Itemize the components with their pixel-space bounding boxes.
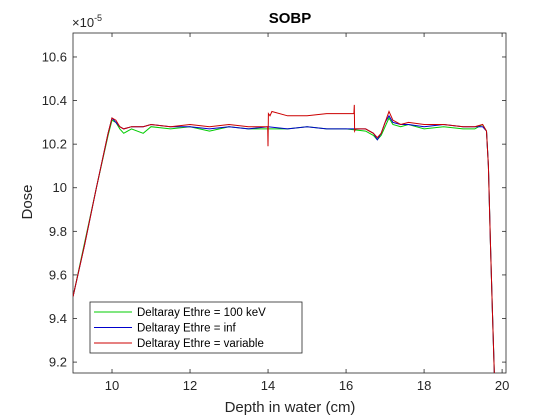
y-tick-label: 10.6 — [42, 49, 67, 64]
x-tick-label: 20 — [495, 378, 509, 393]
y-tick-label: 9.6 — [49, 267, 67, 282]
y-axis-label: Dose — [19, 184, 36, 219]
y-tick-label: 9.8 — [49, 224, 67, 239]
y-exponent-base: ×10 — [72, 15, 94, 30]
x-tick-label: 18 — [417, 378, 431, 393]
axes-box — [72, 32, 507, 374]
legend-label-2: Deltaray Ethre = inf — [137, 323, 237, 335]
y-exponent-label: ×10-5 — [72, 13, 102, 30]
y-exponent-power: -5 — [94, 13, 102, 23]
svg-text:×10-5: ×10-5 — [72, 13, 102, 30]
legend-label-1: Deltaray Ethre = 100 keV — [137, 307, 266, 319]
x-axis-label: Depth in water (cm) — [225, 399, 356, 416]
x-tick-label: 10 — [105, 378, 119, 393]
legend-label-3: Deltaray Ethre = variable — [137, 338, 264, 350]
y-tick-label: 10.4 — [42, 93, 67, 108]
x-tick-label: 12 — [183, 378, 197, 393]
series-line-3 — [73, 104, 495, 373]
chart-title: SOBP — [269, 10, 312, 27]
x-tick-label: 16 — [339, 378, 353, 393]
plot-area: 10 12 14 16 18 20 9.2 9.4 9.6 9.8 10 10.2 10.4 10.6 De… — [42, 32, 509, 393]
y-tick-label: 9.4 — [49, 311, 67, 326]
x-tick-label: 14 — [261, 378, 275, 393]
y-tick-label: 10 — [53, 180, 67, 195]
y-tick-label: 9.2 — [49, 355, 67, 370]
y-tick-label: 10.2 — [42, 137, 67, 152]
